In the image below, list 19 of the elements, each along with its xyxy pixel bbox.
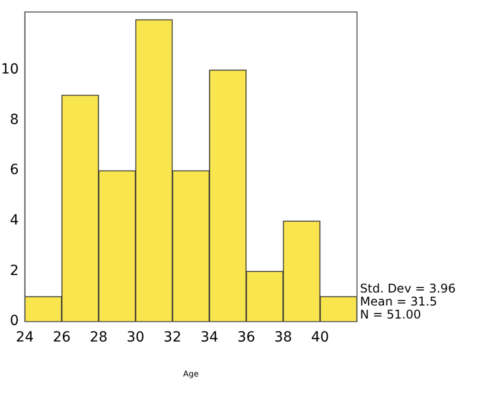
y-tick-label: 0 xyxy=(10,313,19,330)
text: Std. Dev = 3.96 xyxy=(360,282,456,296)
text: N = 51.00 xyxy=(360,308,422,322)
x-tick-label: 24 xyxy=(16,330,34,346)
y-tick-label: 8 xyxy=(10,112,19,128)
x-tick-label: 26 xyxy=(52,330,71,346)
x-tick-label: 28 xyxy=(90,330,108,346)
x-tick-label: 40 xyxy=(311,330,330,346)
x-axis-title: Age xyxy=(183,369,199,378)
text: Mean = 31.5 xyxy=(360,294,438,309)
x-tick-label: 36 xyxy=(237,330,256,346)
y-tick-label: 4 xyxy=(10,212,19,229)
y-tick-label: 2 xyxy=(10,262,19,279)
x-tick-label: 30 xyxy=(126,330,144,346)
x-tick-label: 34 xyxy=(200,330,218,346)
y-tick-label: 6 xyxy=(10,162,19,178)
x-tick-label: 32 xyxy=(164,330,182,346)
y-tick-label: 10 xyxy=(0,62,19,78)
x-tick-label: 38 xyxy=(274,330,292,346)
